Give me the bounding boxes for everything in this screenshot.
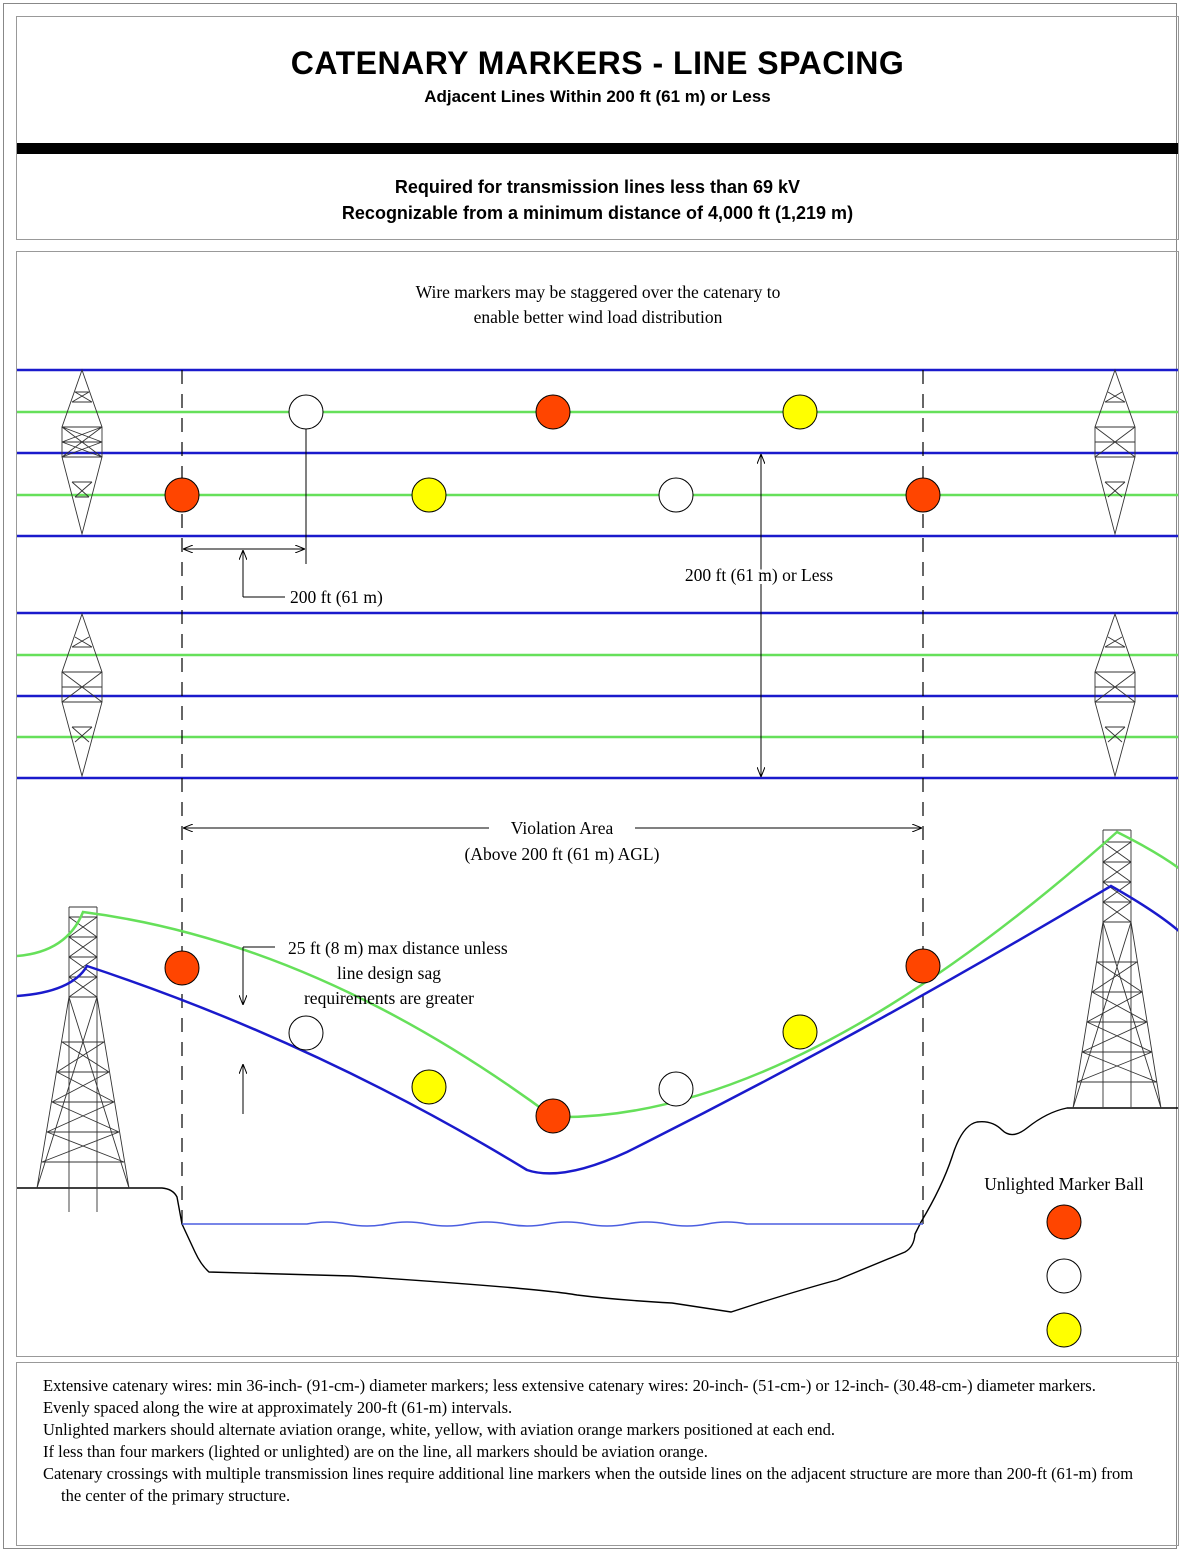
legend-white-marker bbox=[1046, 1258, 1082, 1294]
catenary-markers bbox=[164, 948, 941, 1134]
marker-ball-orange bbox=[164, 477, 200, 513]
elevation-tower-right bbox=[1072, 829, 1162, 1109]
plan-view-markers bbox=[164, 394, 941, 513]
page-frame bbox=[3, 3, 1177, 1549]
legend: Unlighted Marker Ball bbox=[984, 1174, 1144, 1348]
marker-ball-white bbox=[658, 477, 694, 513]
legend-orange-marker bbox=[1046, 1204, 1082, 1240]
stagger-note-line2: enable better wind load distribution bbox=[474, 307, 723, 327]
stagger-note-line1: Wire markers may be staggered over the c… bbox=[416, 282, 781, 302]
marker-ball-orange bbox=[164, 950, 200, 986]
marker-ball-white bbox=[658, 1071, 694, 1107]
plan-tower-left-lower bbox=[61, 612, 103, 778]
plan-tower-left-upper bbox=[61, 368, 103, 536]
sag-note-line3: requirements are greater bbox=[304, 988, 474, 1008]
marker-ball-orange bbox=[905, 948, 941, 984]
note-catenary-crossings: Catenary crossings with multiple transmi… bbox=[43, 1464, 1134, 1505]
marker-spacing-label: 200 ft (61 m) bbox=[290, 587, 383, 607]
marker-ball-yellow bbox=[782, 1014, 818, 1050]
page-title: CATENARY MARKERS - LINE SPACING bbox=[290, 45, 905, 81]
marker-ball-orange bbox=[905, 477, 941, 513]
header-panel: CATENARY MARKERS - LINE SPACING Adjacent… bbox=[16, 16, 1179, 240]
requirement-voltage: Required for transmission lines less tha… bbox=[394, 177, 801, 197]
header-divider bbox=[17, 143, 1178, 154]
marker-ball-yellow bbox=[411, 477, 447, 513]
note-marker-diameter: Extensive catenary wires: min 36-inch- (… bbox=[43, 1376, 1096, 1395]
diagram-panel: Wire markers may be staggered over the c… bbox=[16, 251, 1179, 1357]
legend-title: Unlighted Marker Ball bbox=[984, 1174, 1144, 1194]
sag-note-line2: line design sag bbox=[337, 963, 441, 983]
marker-ball-yellow bbox=[411, 1069, 447, 1105]
note-marker-spacing: Evenly spaced along the wire at approxim… bbox=[43, 1398, 513, 1417]
legend-yellow-marker bbox=[1046, 1312, 1082, 1348]
requirement-distance: Recognizable from a minimum distance of … bbox=[341, 203, 854, 223]
note-color-alternation: Unlighted markers should alternate aviat… bbox=[43, 1420, 836, 1439]
sag-note-line1: 25 ft (8 m) max distance unless bbox=[288, 938, 508, 958]
plan-view-conductors bbox=[17, 368, 1178, 780]
plan-tower-right-lower bbox=[1094, 612, 1136, 778]
catenary-diagram: Wire markers may be staggered over the c… bbox=[17, 282, 1178, 1348]
violation-area-label: Violation Area bbox=[511, 818, 614, 838]
terrain-profile bbox=[17, 1107, 1178, 1313]
note-fewer-than-four: If less than four markers (lighted or un… bbox=[43, 1442, 708, 1461]
violation-area-sublabel: (Above 200 ft (61 m) AGL) bbox=[465, 844, 660, 864]
plan-tower-right-upper bbox=[1094, 368, 1136, 536]
catenary-blue-conductor bbox=[17, 884, 1178, 1175]
marker-ball-white bbox=[288, 1015, 324, 1051]
line-spacing-label: 200 ft (61 m) or Less bbox=[685, 565, 833, 585]
marker-ball-yellow bbox=[782, 394, 818, 430]
elevation-tower-left bbox=[36, 906, 130, 1212]
sag-dimension bbox=[243, 946, 275, 1114]
marker-ball-orange bbox=[535, 1098, 571, 1134]
marker-ball-orange bbox=[535, 394, 571, 430]
notes-panel: Extensive catenary wires: min 36-inch- (… bbox=[16, 1362, 1179, 1546]
water-surface bbox=[182, 1221, 923, 1227]
marker-spacing-dimension bbox=[184, 429, 307, 598]
page-subtitle: Adjacent Lines Within 200 ft (61 m) or L… bbox=[424, 87, 771, 106]
marker-ball-white bbox=[288, 394, 324, 430]
